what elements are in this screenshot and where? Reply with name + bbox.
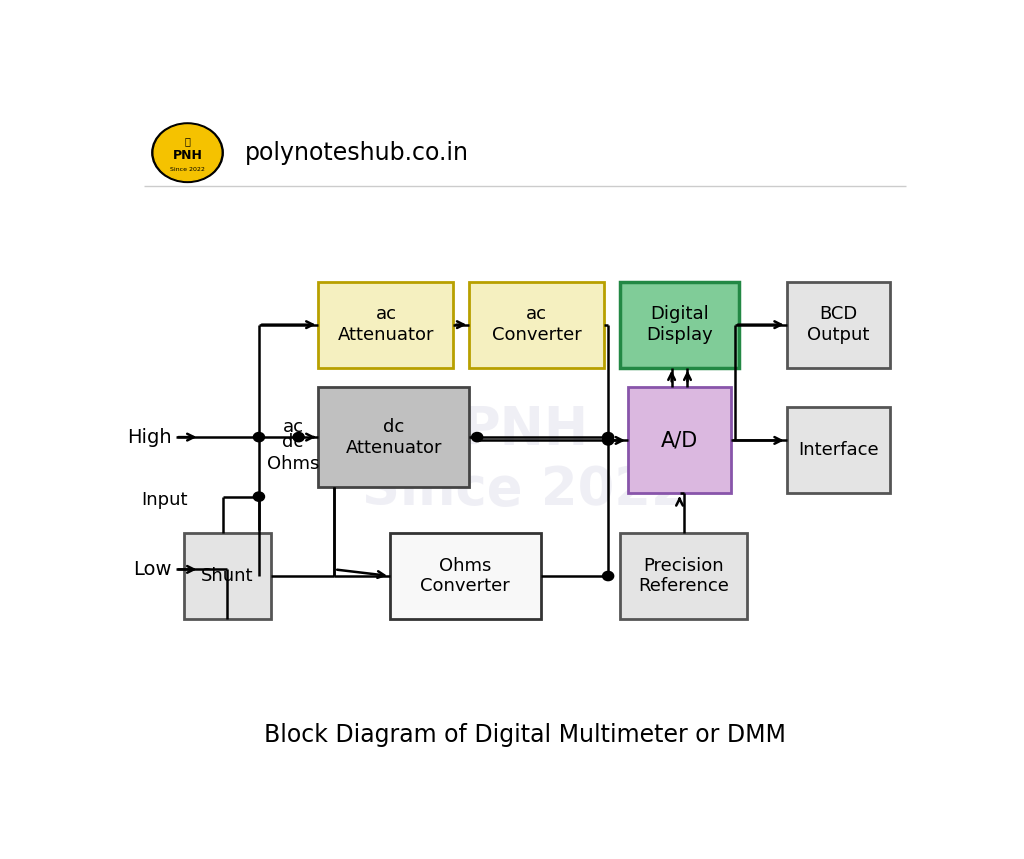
Bar [628, 387, 731, 493]
Circle shape [152, 123, 223, 182]
Text: 🎓: 🎓 [184, 137, 190, 147]
Text: Interface: Interface [798, 442, 879, 460]
Bar [786, 407, 890, 493]
Circle shape [155, 125, 221, 180]
Circle shape [602, 436, 613, 445]
Circle shape [602, 432, 613, 442]
Text: Block Diagram of Digital Multimeter or DMM: Block Diagram of Digital Multimeter or D… [264, 722, 785, 746]
Text: Since 2022: Since 2022 [170, 168, 205, 173]
Text: dc: dc [283, 433, 304, 451]
Circle shape [253, 432, 264, 442]
Text: Precision
Reference: Precision Reference [638, 557, 729, 595]
Bar [318, 387, 469, 487]
Bar [469, 282, 604, 368]
Text: Ohms
Converter: Ohms Converter [421, 557, 510, 595]
Circle shape [253, 492, 264, 502]
Text: High: High [127, 428, 172, 447]
Bar [620, 282, 739, 368]
Text: Low: Low [133, 560, 172, 579]
Text: PNH
Since 2022: PNH Since 2022 [361, 404, 688, 516]
Bar [786, 282, 890, 368]
Text: ac
Converter: ac Converter [492, 305, 582, 344]
Text: Input: Input [141, 491, 187, 509]
Bar [390, 533, 541, 619]
Text: Digital
Display: Digital Display [646, 305, 713, 344]
Text: Ohms: Ohms [267, 454, 319, 472]
Text: BCD
Output: BCD Output [807, 305, 869, 344]
Text: ac: ac [283, 418, 303, 436]
Text: dc
Attenuator: dc Attenuator [346, 417, 442, 456]
Text: polynoteshub.co.in: polynoteshub.co.in [245, 141, 469, 165]
Circle shape [293, 432, 304, 442]
Text: Shunt: Shunt [201, 567, 254, 585]
Text: PNH: PNH [173, 149, 203, 162]
Bar [318, 282, 454, 368]
Bar [620, 533, 746, 619]
Circle shape [472, 432, 482, 442]
Text: ac
Attenuator: ac Attenuator [338, 305, 434, 344]
Text: A/D: A/D [660, 430, 698, 450]
Circle shape [602, 571, 613, 581]
Bar [183, 533, 270, 619]
